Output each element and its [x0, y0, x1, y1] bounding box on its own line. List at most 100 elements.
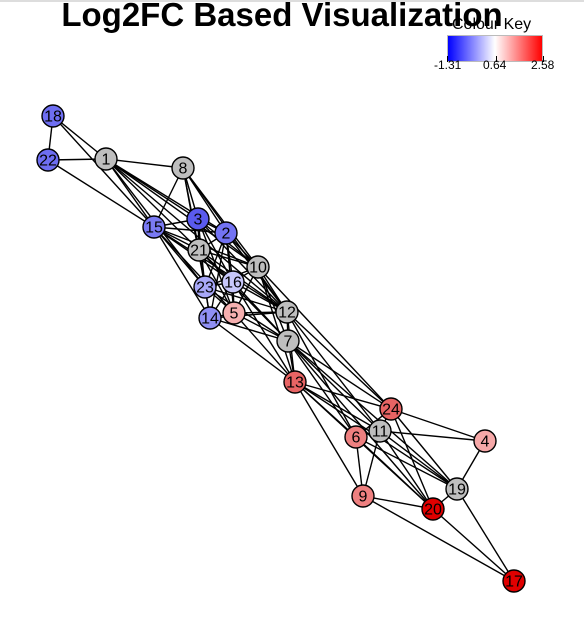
- colour-key-tick-min: [447, 56, 448, 62]
- edge-6-19: [355, 436, 458, 490]
- node-circle-12: [275, 300, 299, 324]
- edge-3-16: [197, 218, 234, 283]
- node-label-11: 11: [372, 424, 389, 441]
- node-circle-7: [276, 329, 300, 353]
- colour-key-mid-label: 0.64: [483, 58, 507, 72]
- node-circle-9: [351, 484, 375, 508]
- node-label-13: 13: [286, 375, 304, 392]
- node-circle-24: [379, 397, 403, 421]
- edge-1-8: [105, 158, 184, 169]
- colour-key-max-label: 2.58: [531, 58, 555, 72]
- edge-13-24: [294, 381, 392, 410]
- edge-24-4: [390, 408, 486, 442]
- edge-14-12: [209, 311, 288, 319]
- edge-24-19: [390, 408, 458, 490]
- node-circle-3: [186, 207, 210, 231]
- node-24: 24: [379, 397, 403, 421]
- node-label-7: 7: [284, 334, 293, 351]
- edge-24-20: [390, 408, 434, 510]
- node-10: 10: [246, 255, 270, 279]
- node-label-1: 1: [102, 152, 111, 169]
- edge-22-15: [47, 159, 155, 228]
- colour-key-tick-mid: [496, 56, 497, 62]
- edge-15-14: [153, 226, 211, 319]
- node-label-6: 6: [352, 430, 361, 447]
- node-13: 13: [283, 370, 307, 394]
- node-label-21: 21: [190, 243, 208, 260]
- node-7: 7: [276, 329, 300, 353]
- node-circle-6: [344, 425, 368, 449]
- node-label-18: 18: [44, 109, 62, 126]
- node-3: 3: [186, 207, 210, 231]
- node-circle-19: [445, 477, 469, 501]
- edge-1-10: [105, 158, 259, 268]
- node-14: 14: [198, 306, 222, 330]
- node-21: 21: [187, 238, 211, 262]
- edge-7-11: [287, 340, 381, 432]
- top-border: [0, 0, 584, 2]
- node-circle-4: [473, 429, 497, 453]
- edge-23-7: [204, 286, 289, 342]
- node-label-2: 2: [222, 226, 231, 243]
- node-label-8: 8: [179, 161, 188, 178]
- colour-key-tick-max: [543, 56, 544, 62]
- edge-12-24: [286, 311, 392, 410]
- edge-10-24: [257, 266, 392, 410]
- node-circle-10: [246, 255, 270, 279]
- node-label-10: 10: [249, 260, 267, 277]
- edge-11-19: [379, 430, 458, 490]
- node-circle-8: [171, 156, 195, 180]
- node-12: 12: [275, 300, 299, 324]
- node-circle-15: [142, 215, 166, 239]
- edge-10-13: [257, 266, 296, 383]
- node-circle-1: [94, 147, 118, 171]
- node-20: 20: [421, 497, 445, 521]
- node-circle-2: [214, 221, 238, 245]
- node-18: 18: [41, 104, 65, 128]
- node-circle-5: [222, 301, 246, 325]
- colour-key-title: Colour Key: [452, 16, 532, 33]
- node-circle-20: [421, 497, 445, 521]
- edge-14-13: [209, 317, 296, 383]
- node-1: 1: [94, 147, 118, 171]
- edge-20-17: [432, 508, 515, 582]
- node-11: 11: [368, 419, 392, 443]
- node-23: 23: [193, 275, 217, 299]
- node-circle-23: [193, 275, 217, 299]
- edge-23-12: [204, 286, 288, 313]
- colour-key-min-label: -1.31: [434, 58, 462, 72]
- node-22: 22: [36, 148, 60, 172]
- edge-1-21: [105, 158, 200, 251]
- edge-2-14: [209, 232, 227, 319]
- node-label-14: 14: [201, 311, 219, 328]
- node-9: 9: [351, 484, 375, 508]
- node-circle-17: [502, 569, 526, 593]
- colour-key-gradient: [447, 35, 543, 62]
- node-6: 6: [344, 425, 368, 449]
- node-2: 2: [214, 221, 238, 245]
- node-label-15: 15: [145, 220, 163, 237]
- edge-10-7: [257, 266, 289, 342]
- colour-key-ticks: [444, 56, 548, 64]
- node-label-20: 20: [424, 502, 442, 519]
- node-label-3: 3: [194, 212, 203, 229]
- node-circle-14: [198, 306, 222, 330]
- edge-15-5: [153, 226, 235, 314]
- node-8: 8: [171, 156, 195, 180]
- edge-13-11: [294, 381, 381, 432]
- node-circle-22: [36, 148, 60, 172]
- node-label-17: 17: [505, 574, 523, 591]
- node-label-24: 24: [382, 402, 400, 419]
- node-circle-13: [283, 370, 307, 394]
- node-label-12: 12: [278, 305, 296, 322]
- node-5: 5: [222, 301, 246, 325]
- node-circle-11: [368, 419, 392, 443]
- edge-13-9: [294, 381, 364, 497]
- node-16: 16: [221, 270, 245, 294]
- node-label-9: 9: [359, 489, 368, 506]
- edge-5-13: [233, 312, 296, 383]
- node-circle-18: [41, 104, 65, 128]
